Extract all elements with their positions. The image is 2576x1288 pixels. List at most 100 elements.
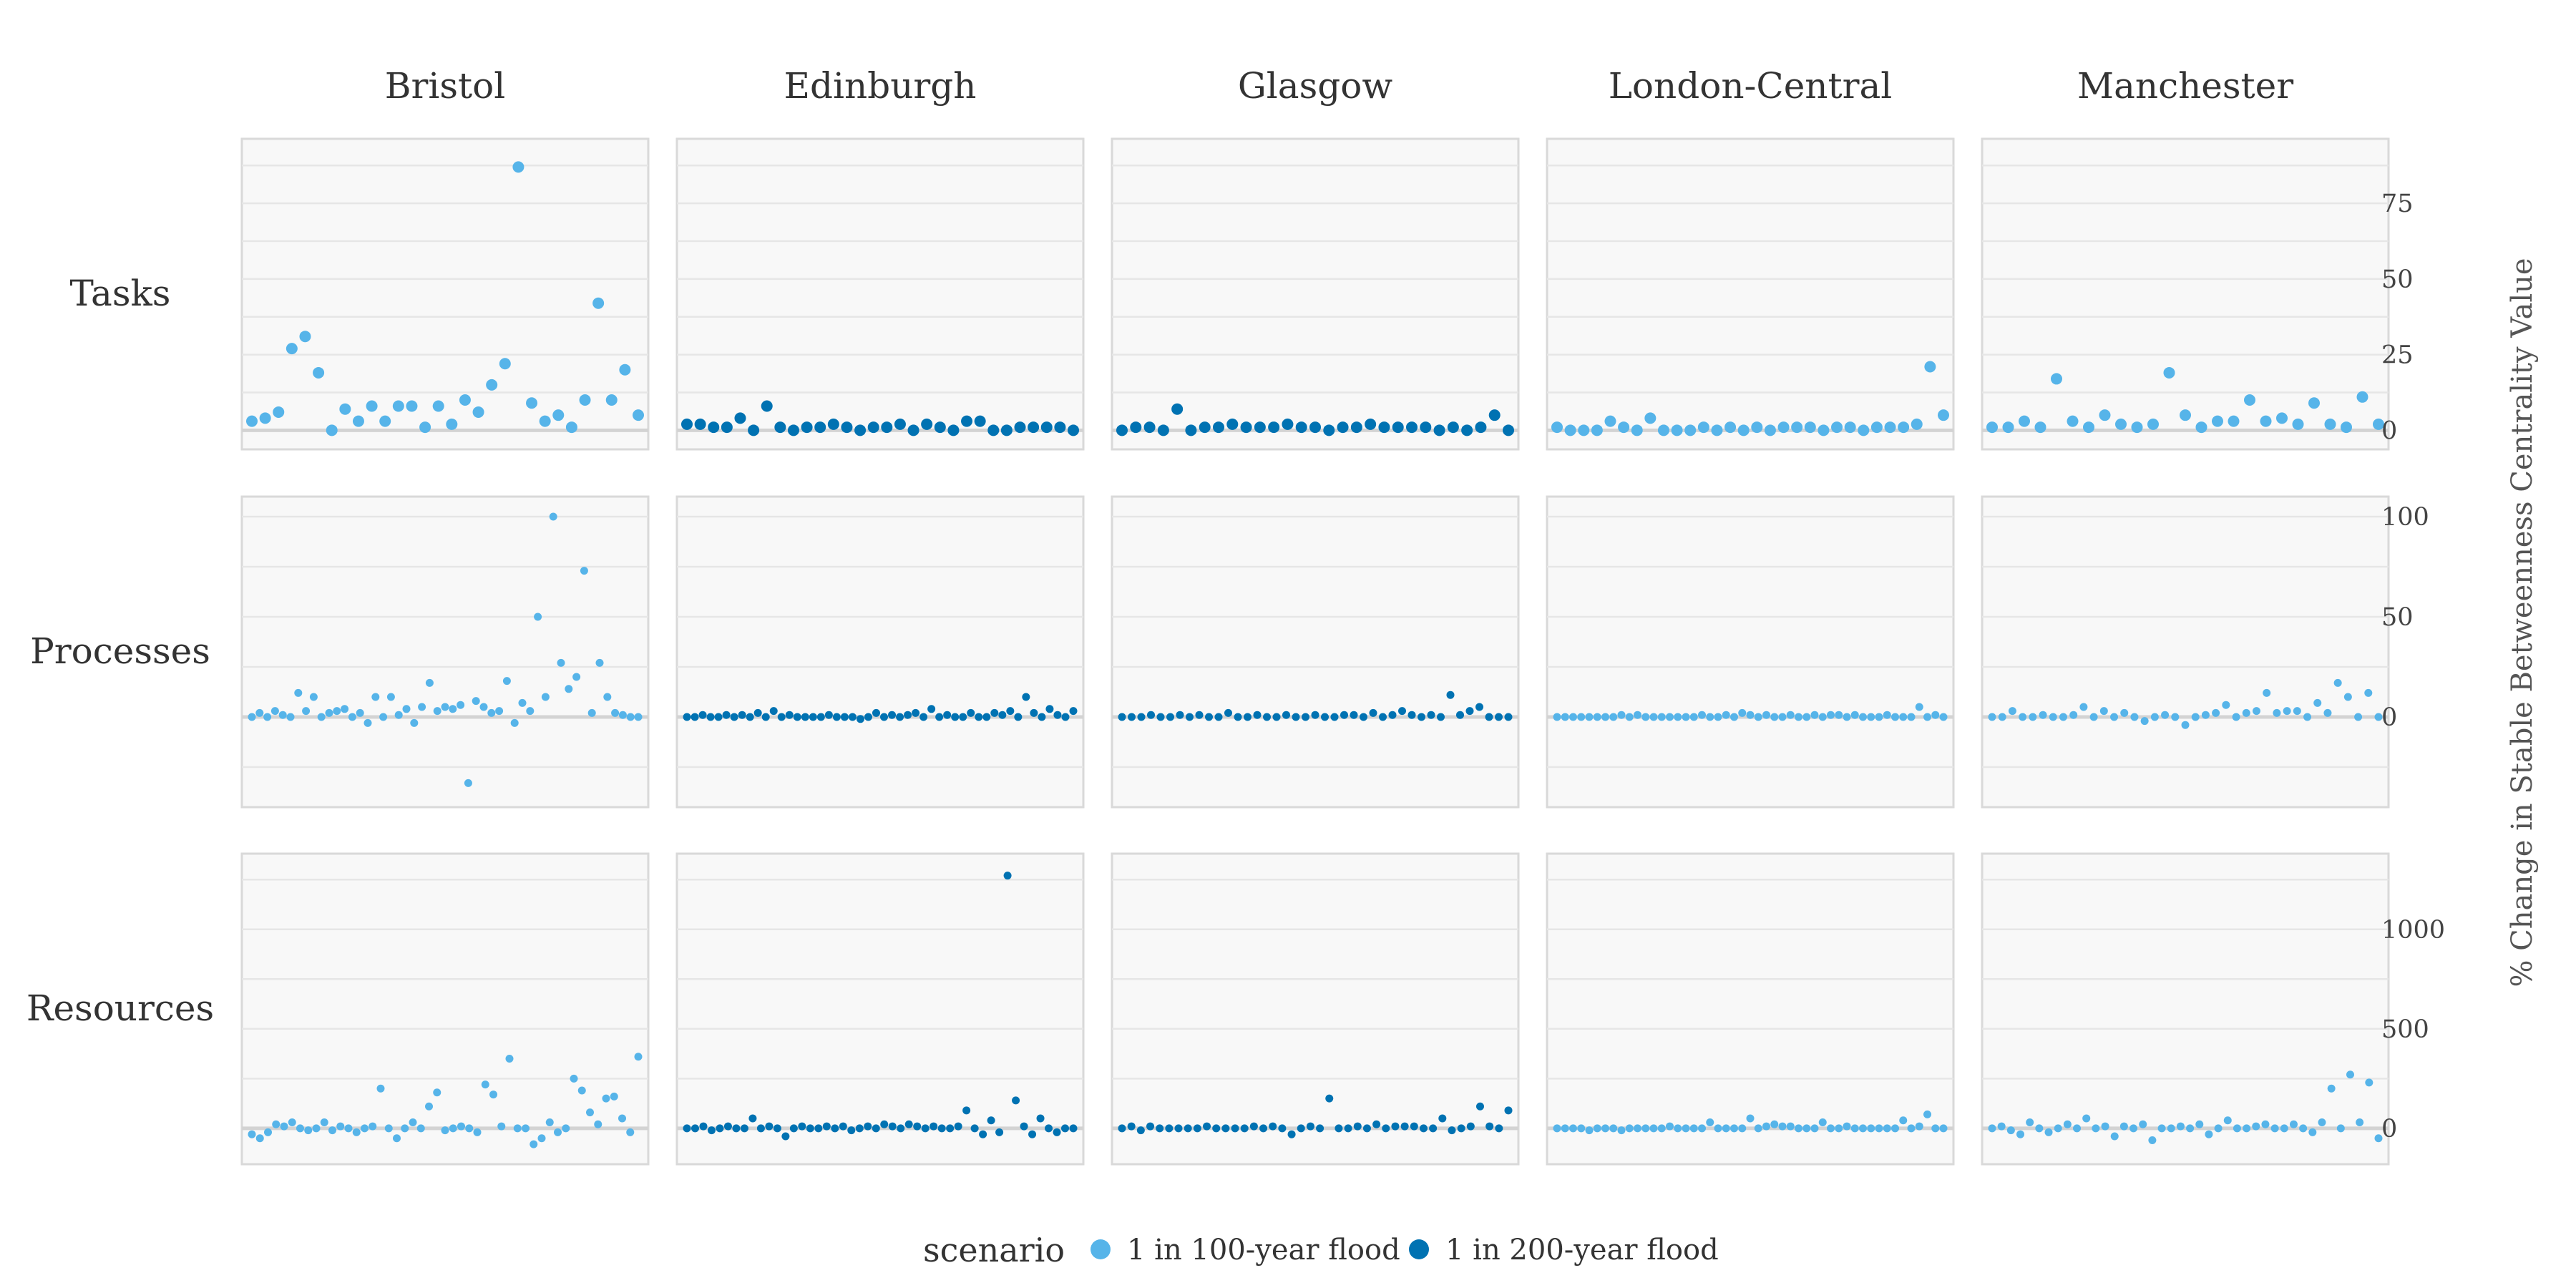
data-point xyxy=(698,711,707,719)
data-point xyxy=(259,412,271,424)
data-point xyxy=(773,1124,781,1133)
data-point xyxy=(691,713,699,721)
data-point xyxy=(352,415,364,427)
data-point xyxy=(1795,1124,1802,1133)
data-point xyxy=(706,713,715,721)
data-point xyxy=(2129,1124,2138,1133)
data-point xyxy=(1263,713,1271,721)
data-point xyxy=(1306,1122,1314,1131)
data-point xyxy=(586,1108,594,1117)
data-point xyxy=(2336,1124,2345,1133)
data-point xyxy=(1184,1124,1192,1133)
data-point xyxy=(848,713,857,721)
data-point xyxy=(1429,1124,1438,1133)
data-point xyxy=(278,711,287,719)
data-point xyxy=(722,711,731,719)
data-point xyxy=(707,1126,716,1135)
data-point xyxy=(1870,421,1883,434)
data-point xyxy=(2180,409,2191,421)
data-point xyxy=(634,713,643,721)
data-point xyxy=(552,409,565,421)
data-point xyxy=(1931,1124,1940,1133)
data-point xyxy=(769,707,778,716)
data-point xyxy=(943,711,952,719)
data-point xyxy=(2171,713,2180,721)
data-point xyxy=(1330,713,1339,721)
data-point xyxy=(587,708,596,717)
data-point xyxy=(246,415,258,427)
data-point xyxy=(962,1106,971,1115)
data-point xyxy=(746,713,754,721)
data-point xyxy=(2016,1130,2025,1138)
data-point xyxy=(2195,421,2207,434)
data-point xyxy=(1625,713,1634,721)
data-point xyxy=(1485,713,1493,721)
data-point xyxy=(959,713,967,721)
data-point xyxy=(1770,1120,1779,1128)
data-point xyxy=(765,1122,774,1131)
panel-background xyxy=(675,495,1085,809)
data-point xyxy=(1156,713,1165,721)
data-point xyxy=(2034,421,2046,434)
data-point xyxy=(1911,418,1923,430)
legend: scenario 1 in 100-year flood 1 in 200-ye… xyxy=(923,1231,1719,1269)
data-point xyxy=(1618,421,1630,434)
data-point xyxy=(473,1128,482,1136)
data-point xyxy=(1456,711,1464,719)
row-title-resources: Resources xyxy=(26,987,214,1029)
data-point xyxy=(1601,713,1609,721)
data-point xyxy=(1831,421,1843,434)
data-point xyxy=(1244,713,1252,721)
data-point xyxy=(1193,1124,1201,1133)
data-point xyxy=(2205,1130,2213,1138)
data-point xyxy=(2212,415,2223,427)
data-point xyxy=(302,707,311,716)
data-point xyxy=(1311,711,1319,719)
data-point xyxy=(1391,1122,1400,1131)
data-point xyxy=(1226,418,1239,430)
data-point xyxy=(457,1122,465,1131)
data-point xyxy=(603,693,612,701)
data-point xyxy=(1475,421,1487,434)
data-point xyxy=(1287,1130,1296,1138)
data-point xyxy=(1634,711,1641,719)
panel-processes-manchester xyxy=(1981,495,2390,809)
data-point xyxy=(888,1122,897,1131)
data-point xyxy=(487,708,496,717)
data-point xyxy=(2006,1126,2015,1135)
data-point xyxy=(393,1134,401,1143)
data-point xyxy=(557,658,565,667)
data-point xyxy=(691,1124,699,1133)
data-point xyxy=(1858,424,1870,436)
data-point xyxy=(610,1092,618,1101)
data-point xyxy=(1406,421,1418,434)
data-point xyxy=(2252,1122,2260,1131)
data-point xyxy=(1644,412,1657,424)
data-point xyxy=(1577,713,1586,721)
data-point xyxy=(1674,713,1682,721)
data-point xyxy=(841,421,853,434)
data-point xyxy=(872,1124,880,1133)
data-point xyxy=(325,708,333,717)
data-point xyxy=(2092,1124,2100,1133)
data-point xyxy=(1400,1122,1409,1131)
y-tick-tasks-3: 75 xyxy=(2381,190,2414,218)
data-point xyxy=(1495,1124,1503,1133)
data-point xyxy=(1272,713,1281,721)
legend-marker-100-year xyxy=(1091,1239,1111,1259)
data-point xyxy=(1884,421,1896,434)
data-point xyxy=(864,713,872,721)
data-point xyxy=(1625,1124,1634,1133)
data-point xyxy=(1427,711,1435,719)
data-point xyxy=(1737,424,1750,436)
data-point xyxy=(481,1080,489,1089)
data-point xyxy=(1923,713,1931,721)
data-point xyxy=(1859,713,1867,721)
data-point xyxy=(2186,1124,2195,1133)
data-point xyxy=(1069,707,1078,716)
panel-background xyxy=(1546,495,1955,809)
data-point xyxy=(562,1124,570,1133)
column-titles: Bristol Edinburgh Glasgow London-Central Man… xyxy=(385,65,2293,107)
data-point xyxy=(2099,409,2111,421)
data-point xyxy=(577,1086,586,1095)
